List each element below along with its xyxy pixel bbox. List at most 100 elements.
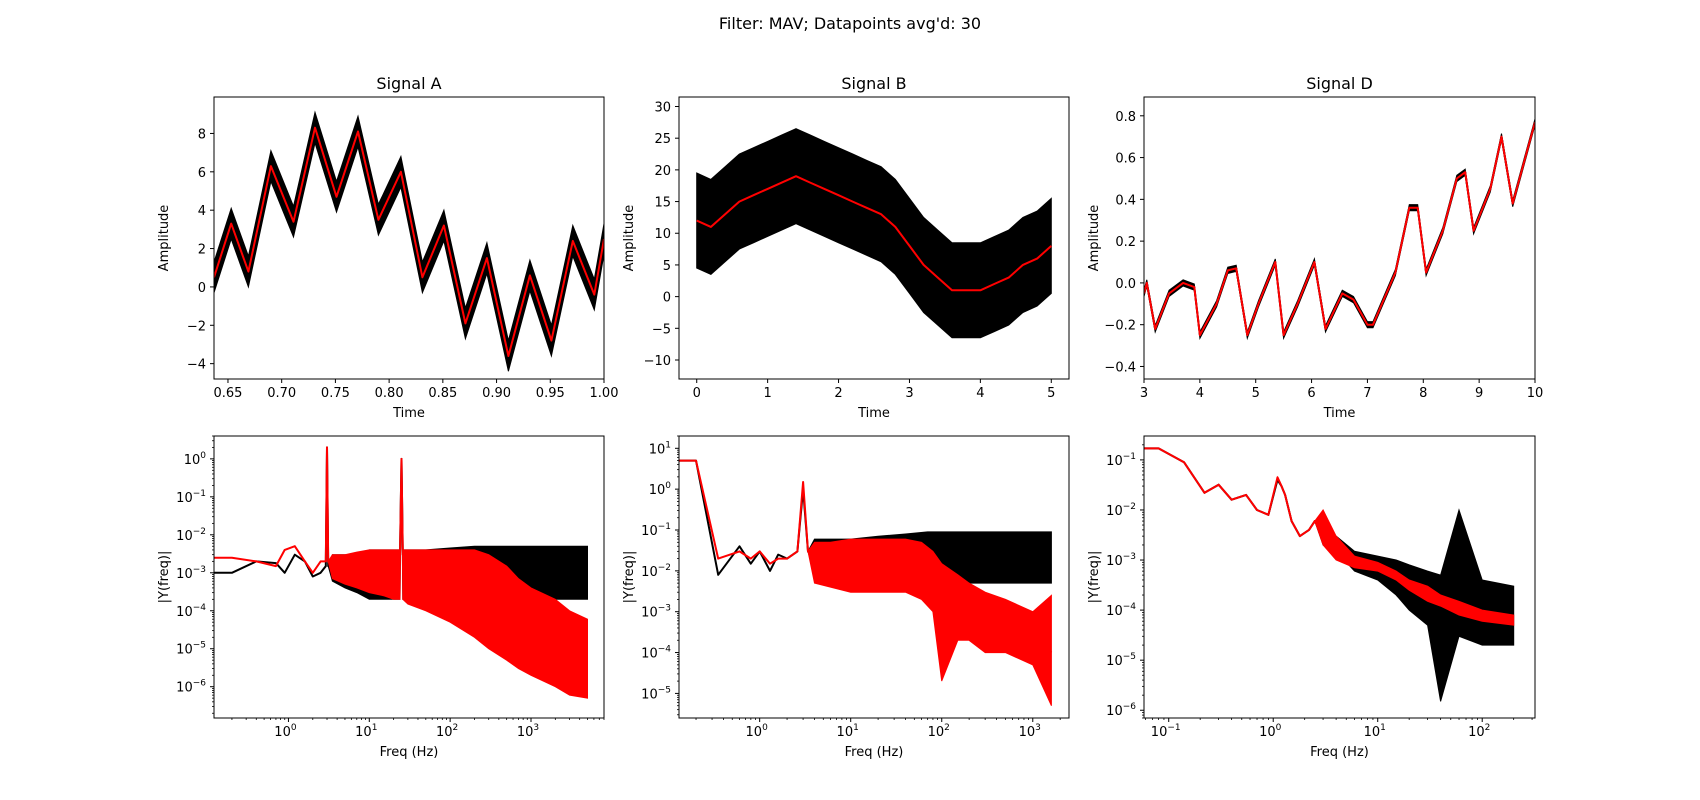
x-tick-exponent: 1: [1380, 723, 1386, 733]
x-tick-label: 5: [1047, 386, 1055, 401]
panel-title: Signal A: [376, 74, 441, 93]
y-tick-label: 100: [184, 451, 207, 468]
x-tick-label: 1.00: [590, 386, 619, 401]
x-tick-label: 103: [517, 723, 539, 740]
x-tick-label: 0.75: [321, 386, 350, 401]
x-tick-label: 0.90: [482, 386, 511, 401]
y-tick-label: 10−1: [176, 489, 206, 506]
y-tick-label: 8: [198, 127, 206, 142]
y-tick-label: −0.4: [1104, 360, 1136, 375]
x-tick-label: 100: [1259, 723, 1282, 740]
y-tick-label: 4: [198, 204, 206, 219]
y-tick-label: 0.8: [1115, 110, 1136, 125]
x-tick-label: 103: [1019, 723, 1041, 740]
x-tick-label: 10: [1527, 386, 1544, 401]
x-tick-exponent: 0: [762, 723, 768, 733]
y-tick-exponent: −6: [193, 679, 207, 689]
y-tick-label: −5: [652, 322, 671, 337]
y-tick-exponent: −1: [1123, 452, 1136, 462]
plot-area-freq-b: [679, 459, 1053, 706]
y-tick-exponent: −1: [193, 489, 206, 499]
plot-area-time-a: [214, 110, 604, 372]
figure-suptitle: Filter: MAV; Datapoints avg'd: 30: [719, 14, 981, 33]
y-axis-label: Amplitude: [157, 205, 172, 272]
panel-time-a: 0.65 0.70 0.75 0.80 0.85 0.90 0.95 1.00 −4 −2 0 2 4 6…: [157, 74, 618, 421]
y-tick-exponent: −2: [1123, 502, 1136, 512]
x-tick-exponent: 0: [291, 723, 297, 733]
y-tick-label: 30: [654, 101, 671, 116]
x-tick-label: 3: [1140, 386, 1148, 401]
x-tick-label: 101: [837, 723, 859, 740]
y-tick-label: 0.2: [1115, 235, 1136, 250]
series-line-filtered: [1144, 447, 1514, 623]
axes-frame: [213, 435, 605, 719]
panel-freq-d: 10−1 100 101 10210−610−510−410−310−210−1Fre…: [1087, 435, 1536, 760]
y-tick-label: 10−2: [1106, 502, 1136, 519]
y-tick-exponent: −2: [193, 527, 206, 537]
y-tick-exponent: −6: [1123, 702, 1137, 712]
y-axis-label: Amplitude: [1087, 205, 1102, 272]
x-tick-label: 0: [693, 386, 701, 401]
y-tick-label: 10−1: [641, 522, 671, 539]
x-tick-exponent: 1: [853, 723, 859, 733]
y-tick-label: 10−3: [176, 565, 206, 582]
plot-area-freq-d: [1144, 447, 1515, 702]
x-axis-label: Time: [857, 406, 890, 421]
y-tick-label: 0: [663, 291, 671, 306]
x-tick-label: 8: [1419, 386, 1427, 401]
series-band-raw: [214, 110, 604, 372]
axes-frame: [678, 96, 1070, 380]
plot-area-freq-a: [214, 446, 588, 699]
y-tick-label: 101: [649, 440, 671, 457]
x-tick-label: 10−1: [1151, 723, 1181, 740]
y-tick-label: 10−3: [641, 604, 671, 621]
panel-time-d: 3 4 5 6 7 8 9 10 −0.4 −0.2 0.0 0.2 0.4 0.6 0.8 Time Ampl…: [1087, 74, 1543, 421]
y-tick-exponent: −5: [1123, 652, 1136, 662]
y-axis-label: |Y(freq)|: [622, 551, 637, 604]
plot-area-time-d: [1144, 118, 1535, 341]
y-tick-label: −2: [187, 319, 206, 334]
x-tick-exponent: 2: [453, 723, 459, 733]
y-tick-label: 10−6: [1106, 702, 1136, 719]
panel-freq-b: 100 101 102 10310−510−410−310−210−1100101Fr…: [622, 435, 1070, 760]
panel-title: Signal D: [1306, 74, 1373, 93]
y-tick-label: 15: [654, 196, 671, 211]
y-tick-label: 0.4: [1115, 193, 1136, 208]
y-tick-label: 10−5: [641, 685, 671, 702]
y-tick-label: −4: [187, 358, 206, 373]
y-tick-label: 10−4: [1106, 602, 1136, 619]
x-tick-label: 9: [1475, 386, 1483, 401]
x-tick-exponent: 1: [372, 723, 378, 733]
x-tick-exponent: −1: [1167, 723, 1180, 733]
x-tick-label: 102: [436, 723, 458, 740]
x-axis-label: Freq (Hz): [845, 745, 904, 760]
y-tick-label: 0.0: [1115, 277, 1136, 292]
y-tick-exponent: −3: [658, 604, 671, 614]
y-tick-exponent: −2: [658, 563, 671, 573]
y-tick-label: 10: [654, 227, 671, 242]
panel-freq-a: 100 101 102 10310−610−510−410−310−210−1100F…: [157, 435, 605, 760]
x-tick-label: 0.65: [213, 386, 242, 401]
axes-frame: [1143, 96, 1536, 380]
x-axis-label: Freq (Hz): [380, 745, 439, 760]
y-tick-label: 10−5: [1106, 652, 1136, 669]
x-tick-label: 5: [1252, 386, 1260, 401]
y-tick-label: 10−6: [176, 679, 206, 696]
x-tick-label: 102: [928, 723, 950, 740]
x-tick-label: 1: [763, 386, 771, 401]
y-tick-exponent: −3: [1123, 552, 1136, 562]
y-axis-label: Amplitude: [622, 205, 637, 272]
y-tick-label: 20: [654, 164, 671, 179]
y-tick-label: 25: [654, 132, 671, 147]
y-tick-label: 10−4: [641, 645, 671, 662]
y-axis-label: |Y(freq)|: [1087, 551, 1102, 604]
plot-area-time-b: [696, 128, 1052, 339]
y-tick-exponent: −3: [193, 565, 206, 575]
y-tick-exponent: −4: [1123, 602, 1137, 612]
y-tick-label: 10−1: [1106, 452, 1136, 469]
y-axis-label: |Y(freq)|: [157, 551, 172, 604]
x-tick-label: 6: [1307, 386, 1315, 401]
x-tick-label: 0.95: [536, 386, 565, 401]
x-tick-label: 4: [1196, 386, 1204, 401]
x-tick-exponent: 2: [944, 723, 950, 733]
